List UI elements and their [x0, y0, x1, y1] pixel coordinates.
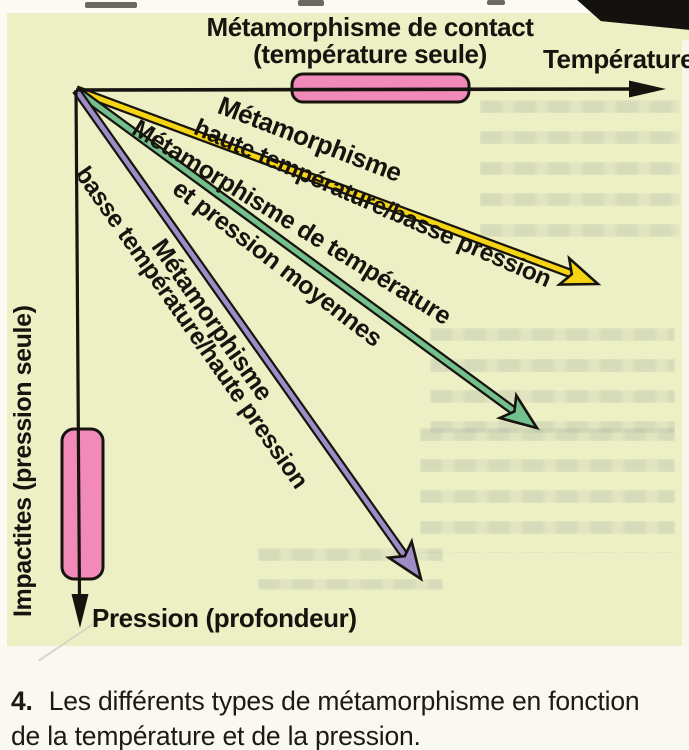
figure-title-line2: (température seule) [253, 39, 487, 69]
caption-area [0, 620, 689, 750]
page-top-margin [0, 0, 689, 13]
scan-artifact [487, 0, 505, 5]
scan-artifact [298, 0, 324, 6]
bleed-through-text-artifact [420, 428, 675, 553]
scan-artifact [85, 2, 137, 8]
pressure-axis-arrowhead [71, 594, 89, 628]
figure-caption: 4. Les différents types de métamorphisme … [11, 684, 661, 750]
pressure-axis-label: Pression (profondeur) [92, 603, 357, 633]
bleed-through-text-artifact [480, 100, 680, 250]
low-temperature-high-pressure-arrow [72, 87, 424, 582]
temperature-axis [75, 80, 666, 98]
medium-temperature-pressure-arrow [73, 86, 540, 431]
figure-title: Métamorphisme de contact (température se… [140, 14, 600, 68]
impactites-axis-label: Impactites (pression seule) [9, 305, 37, 617]
temperature-axis-label: Température [543, 44, 689, 74]
temperature-axis-arrowhead [629, 80, 666, 98]
impactites-marker-bar [60, 427, 105, 581]
pressure-axis [71, 89, 89, 628]
page-left-margin [0, 13, 7, 646]
figure-title-line1: Métamorphisme de contact [206, 12, 534, 42]
high-temperature-low-pressure-arrow [74, 85, 602, 286]
figure-caption-text: Les différents types de métamorphisme en… [11, 685, 640, 750]
figure-number: 4. [11, 685, 33, 716]
page-right-margin [682, 40, 689, 646]
